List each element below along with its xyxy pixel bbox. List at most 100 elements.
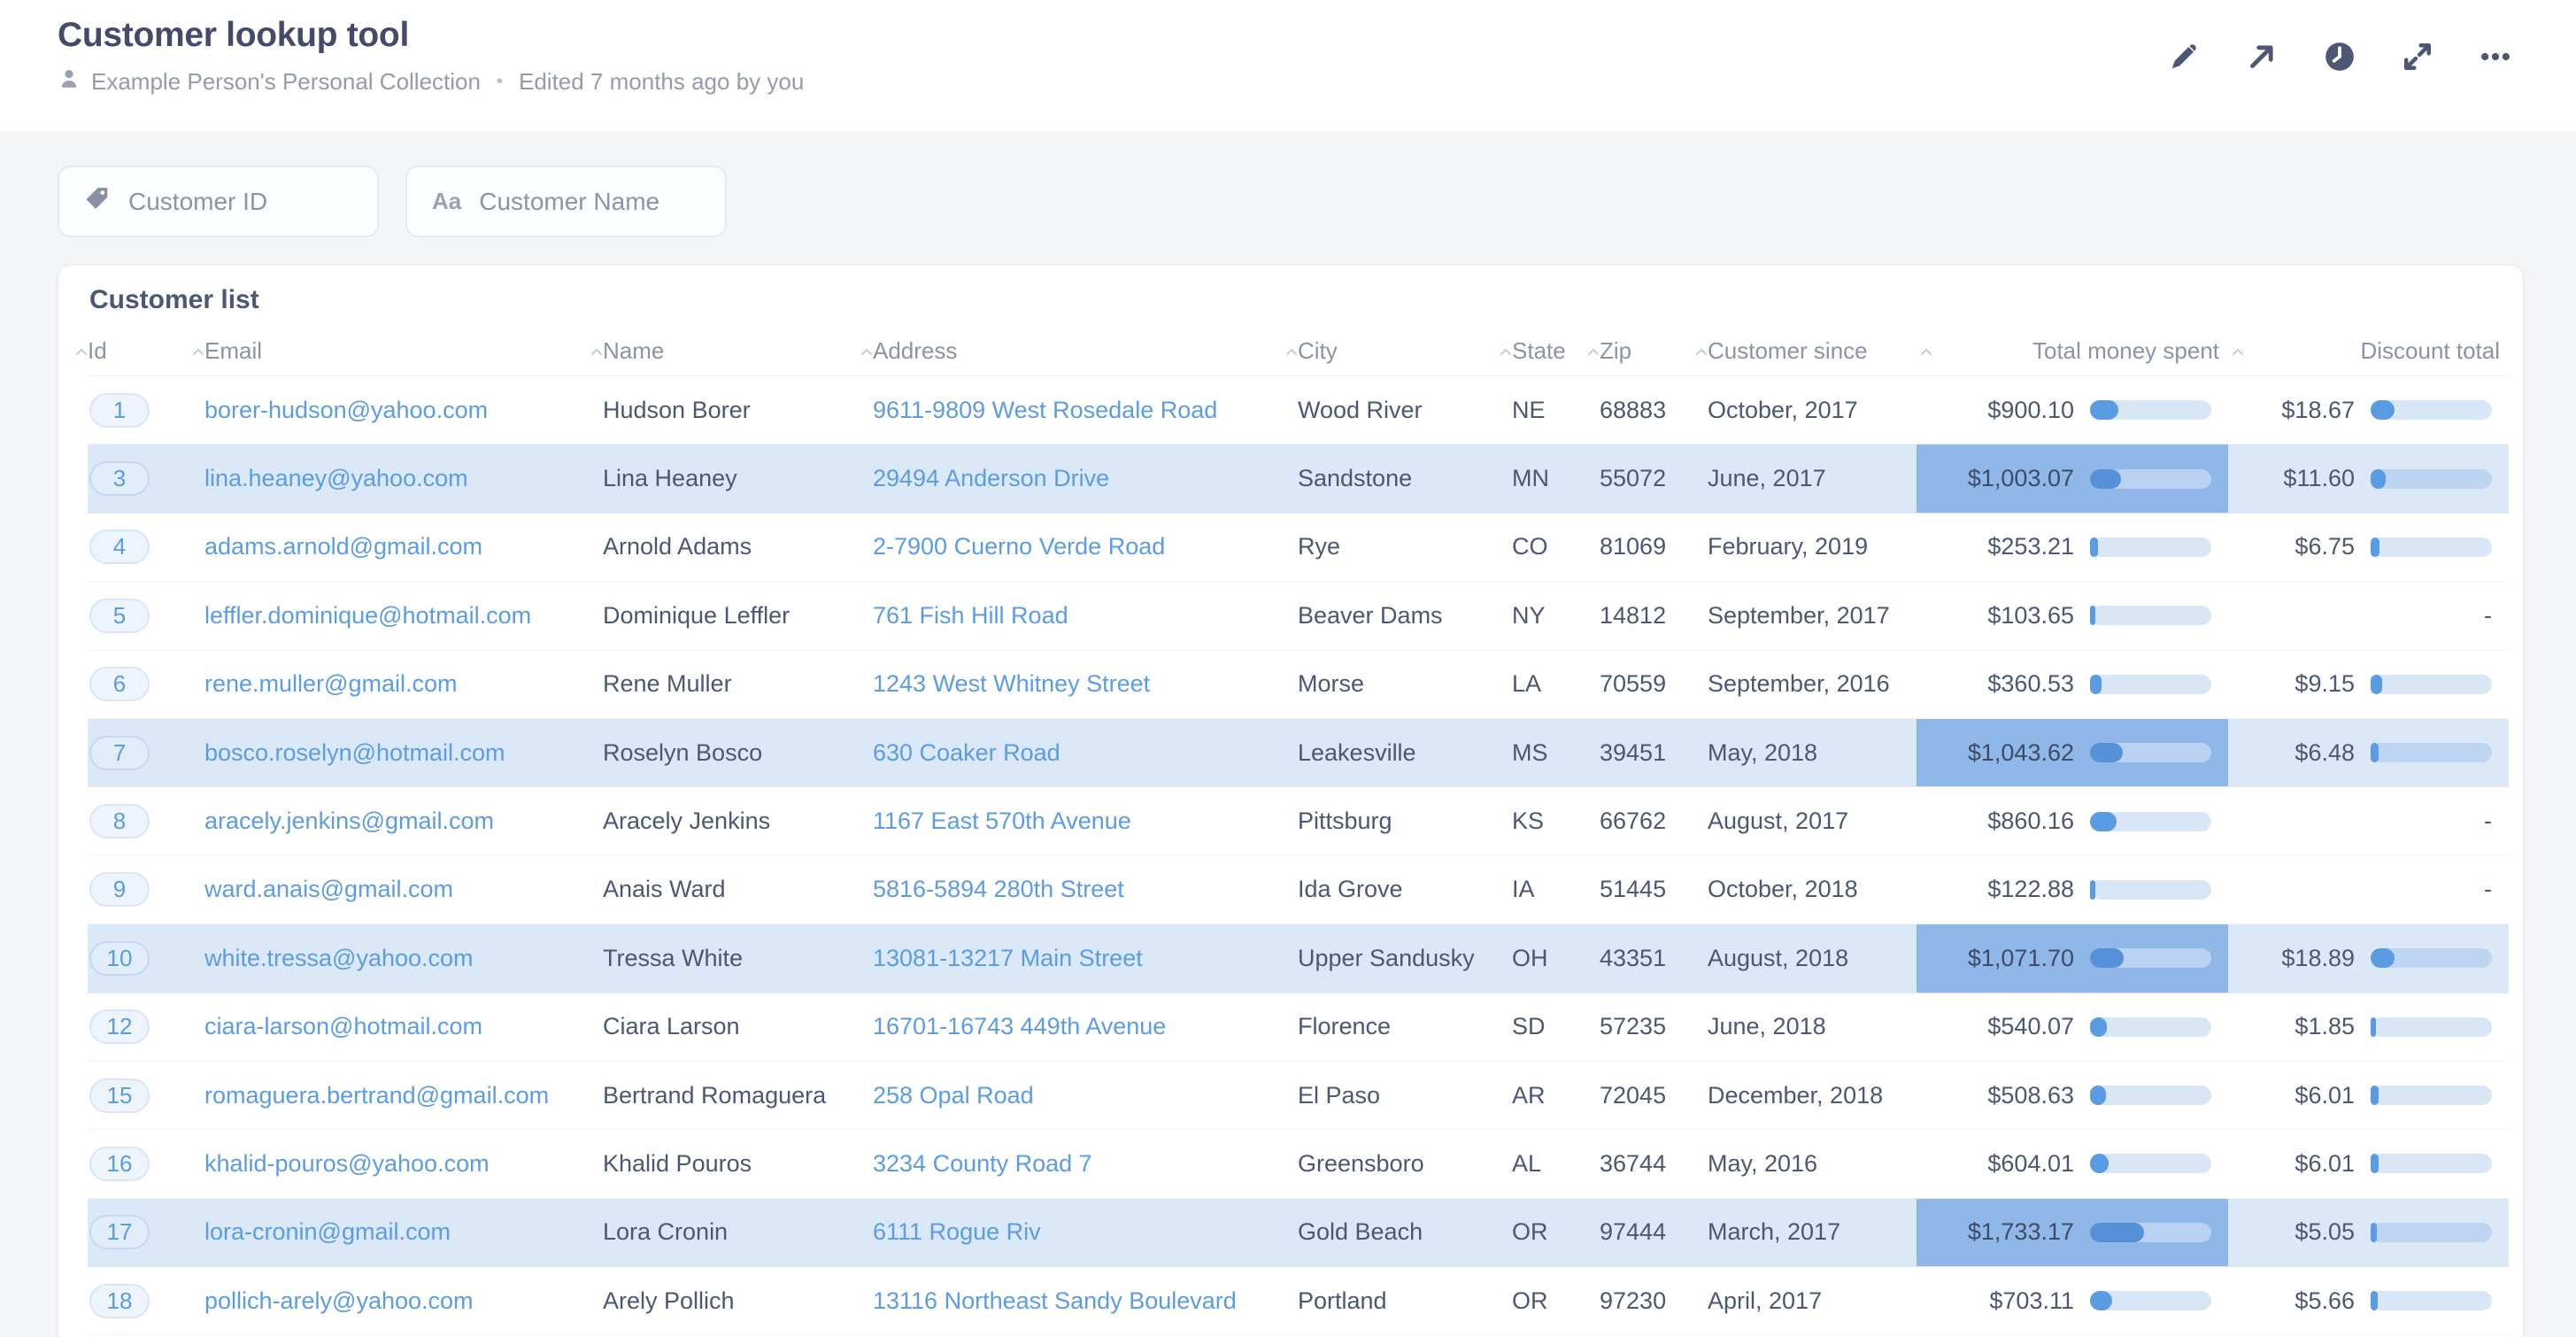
fullscreen-icon	[2402, 41, 2433, 73]
email-link[interactable]: lora-cronin@gmail.com	[204, 1218, 451, 1246]
mini-bar-chart	[2090, 537, 2211, 557]
table-row[interactable]: 18 pollich-arely@yahoo.com Arely Pollich 13…	[88, 1267, 2509, 1336]
id-pill[interactable]: 9	[89, 872, 150, 908]
table-row[interactable]: 16 khalid-pouros@yahoo.com Khalid Pouros 32…	[88, 1130, 2509, 1199]
address-link[interactable]: 258 Opal Road	[873, 1081, 1034, 1109]
filter-label: Customer ID	[128, 187, 268, 215]
address-link[interactable]: 3234 County Road 7	[873, 1149, 1092, 1177]
id-pill[interactable]: 7	[89, 735, 150, 770]
city-cell: El Paso	[1298, 1081, 1381, 1109]
id-pill[interactable]: 1	[89, 392, 150, 428]
table-row[interactable]: 5 leffler.dominique@hotmail.com Dominique …	[88, 582, 2509, 651]
email-link[interactable]: ciara-larson@hotmail.com	[204, 1013, 483, 1040]
table-row[interactable]: 15 romaguera.bertrand@gmail.com Bertrand R…	[88, 1062, 2509, 1131]
id-pill[interactable]: 6	[89, 667, 150, 702]
city-cell: Upper Sandusky	[1298, 944, 1475, 971]
table-row[interactable]: 8 aracely.jenkins@gmail.com Aracely Jenkin…	[88, 787, 2509, 856]
email-link[interactable]: bosco.roselyn@hotmail.com	[204, 738, 505, 766]
address-link[interactable]: 16701-16743 449th Avenue	[873, 1013, 1167, 1040]
email-link[interactable]: pollich-arely@yahoo.com	[204, 1287, 474, 1314]
column-header-city[interactable]: City	[1286, 327, 1512, 375]
id-pill[interactable]: 16	[89, 1146, 150, 1181]
column-header-zip[interactable]: Zip	[1588, 327, 1708, 375]
total-money-spent-cell: $1,733.17	[1917, 1198, 2228, 1267]
id-pill[interactable]: 3	[89, 461, 150, 497]
discount-value: $18.67	[2281, 396, 2355, 423]
email-link[interactable]: white.tressa@yahoo.com	[204, 944, 474, 971]
email-link[interactable]: khalid-pouros@yahoo.com	[204, 1149, 490, 1177]
customer-name-filter[interactable]: Aa Customer Name	[405, 166, 727, 237]
id-pill[interactable]: 5	[89, 598, 150, 633]
address-link[interactable]: 5816-5894 280th Street	[873, 876, 1124, 903]
id-pill[interactable]: 17	[89, 1215, 150, 1250]
state-cell: NY	[1512, 601, 1546, 629]
column-header-state[interactable]: State	[1500, 327, 1600, 375]
customer-since-cell: April, 2017	[1708, 1287, 1823, 1314]
edited-info[interactable]: Edited 7 months ago by you	[518, 68, 805, 95]
customer-since-cell: March, 2017	[1708, 1218, 1841, 1246]
table-row[interactable]: 4 adams.arnold@gmail.com Arnold Adams 2-790…	[88, 514, 2509, 583]
column-header-address[interactable]: Address	[861, 327, 1298, 375]
column-header-name[interactable]: Name	[591, 327, 873, 375]
table-row[interactable]: 17 lora-cronin@gmail.com Lora Cronin 6111 R…	[88, 1198, 2509, 1268]
state-cell: CO	[1512, 533, 1548, 560]
email-link[interactable]: adams.arnold@gmail.com	[204, 533, 483, 560]
total-money-spent-cell: $122.88	[1917, 856, 2228, 924]
city-cell: Gold Beach	[1298, 1218, 1423, 1246]
email-link[interactable]: romaguera.bertrand@gmail.com	[204, 1081, 550, 1109]
edit-dashboard-button[interactable]	[2166, 39, 2202, 74]
city-cell: Florence	[1298, 1013, 1392, 1040]
fullscreen-button[interactable]	[2400, 39, 2435, 74]
id-pill[interactable]: 10	[89, 940, 150, 976]
card-title[interactable]: Customer list	[89, 285, 259, 314]
column-header-since[interactable]: Customer since	[1696, 327, 1917, 375]
email-link[interactable]: aracely.jenkins@gmail.com	[204, 808, 495, 835]
id-pill[interactable]: 18	[89, 1283, 150, 1318]
table-row[interactable]: 9 ward.anais@gmail.com Anais Ward 5816-5894…	[88, 856, 2509, 925]
table-row[interactable]: 12 ciara-larson@hotmail.com Ciara Larson 16…	[88, 993, 2509, 1062]
address-link[interactable]: 2-7900 Cuerno Verde Road	[873, 533, 1166, 560]
table-row[interactable]: 6 rene.muller@gmail.com Rene Muller 1243 We…	[88, 651, 2509, 719]
id-pill[interactable]: 12	[89, 1009, 150, 1045]
id-cell: 4	[88, 514, 204, 581]
email-link[interactable]: ward.anais@gmail.com	[204, 876, 454, 903]
column-header-id[interactable]: Id	[76, 327, 204, 375]
discount-total-cell: $1.85	[2228, 993, 2509, 1061]
money-value: $703.11	[1989, 1287, 2074, 1314]
more-options-button[interactable]	[2478, 39, 2513, 74]
email-link[interactable]: lina.heaney@yahoo.com	[204, 465, 468, 492]
address-link[interactable]: 13116 Northeast Sandy Boulevard	[873, 1287, 1237, 1314]
table-row[interactable]: 3 lina.heaney@yahoo.com Lina Heaney 29494 A…	[88, 444, 2509, 514]
table-row[interactable]: 10 white.tressa@yahoo.com Tressa White 1308…	[88, 924, 2509, 993]
sharing-button[interactable]	[2244, 39, 2279, 74]
customer-id-filter[interactable]: Customer ID	[58, 166, 379, 237]
email-link[interactable]: rene.muller@gmail.com	[204, 670, 458, 698]
address-link[interactable]: 1243 West Whitney Street	[873, 670, 1151, 698]
column-header-money[interactable]: Total money spent	[1917, 327, 2228, 375]
address-link[interactable]: 761 Fish Hill Road	[873, 601, 1068, 629]
address-link[interactable]: 9611-9809 West Rosedale Road	[873, 396, 1218, 423]
table-row[interactable]: 7 bosco.roselyn@hotmail.com Roselyn Bosco 6…	[88, 718, 2509, 788]
money-value: $900.10	[1987, 396, 2074, 423]
id-pill[interactable]: 4	[89, 529, 150, 565]
person-icon	[58, 67, 81, 97]
state-cell: MS	[1512, 738, 1548, 766]
address-link[interactable]: 29494 Anderson Drive	[873, 465, 1110, 492]
id-pill[interactable]: 8	[89, 804, 150, 839]
collection-name[interactable]: Example Person's Personal Collection	[91, 68, 481, 95]
mini-bar-chart	[2371, 1016, 2492, 1037]
address-link[interactable]: 6111 Rogue Riv	[873, 1218, 1041, 1246]
address-link[interactable]: 1167 East 570th Avenue	[873, 808, 1131, 835]
history-button[interactable]	[2322, 39, 2357, 74]
column-header-discount[interactable]: Discount total	[2228, 327, 2509, 375]
mini-bar-chart	[2371, 1291, 2492, 1311]
email-link[interactable]: borer-hudson@yahoo.com	[204, 396, 489, 423]
column-header-email[interactable]: Email	[193, 327, 603, 375]
address-link[interactable]: 630 Coaker Road	[873, 738, 1060, 766]
address-link[interactable]: 13081-13217 Main Street	[873, 944, 1143, 971]
email-link[interactable]: leffler.dominique@hotmail.com	[204, 601, 532, 629]
name-cell: Ciara Larson	[603, 1013, 740, 1040]
table-row[interactable]: 1 borer-hudson@yahoo.com Hudson Borer 9611-…	[88, 376, 2509, 445]
id-pill[interactable]: 15	[89, 1078, 150, 1113]
